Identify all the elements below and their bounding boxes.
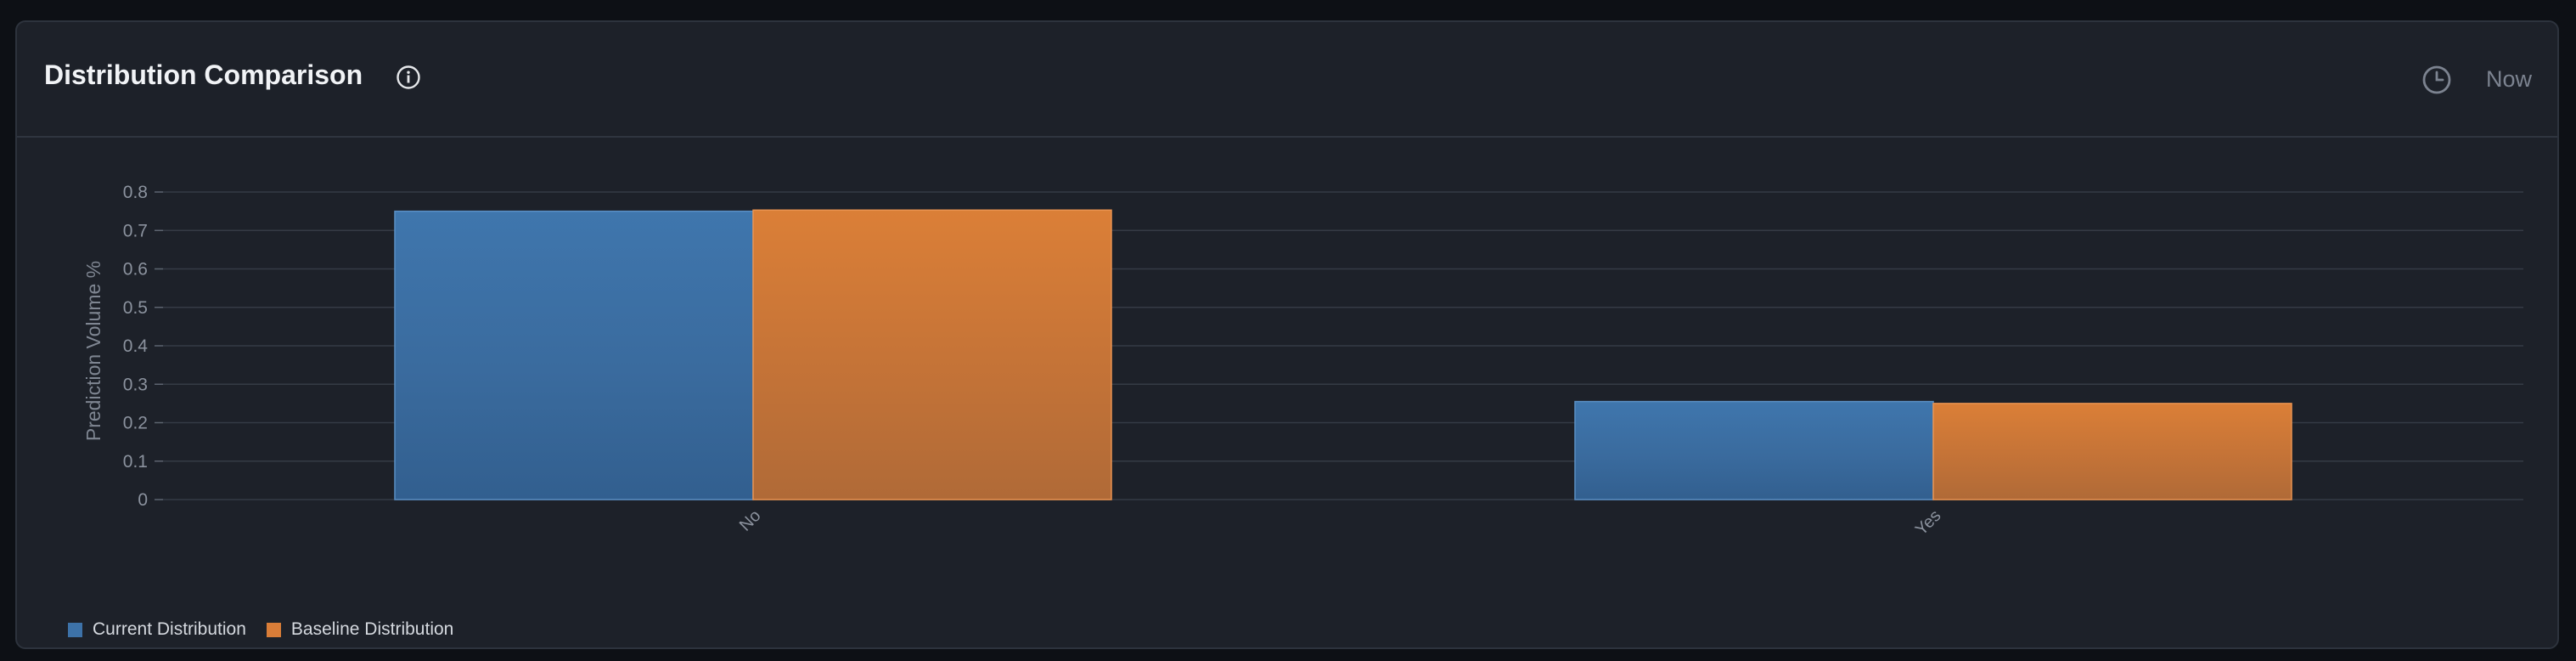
legend-item-baseline-distribution[interactable]: Baseline Distribution	[266, 619, 454, 640]
y-tick-label: 0.2	[123, 414, 148, 433]
legend-swatch	[266, 622, 281, 637]
y-tick-label: 0.6	[123, 260, 148, 280]
y-tick-label: 0.8	[123, 183, 148, 202]
time-label: Now	[2485, 66, 2532, 92]
legend-swatch	[68, 622, 82, 637]
x-tick-label: Yes	[1912, 506, 1945, 540]
y-tick-label: 0.7	[123, 221, 148, 240]
legend-label: Current Distribution	[93, 619, 246, 639]
y-axis-label: Prediction Volume %	[82, 261, 104, 441]
legend-item-current-distribution[interactable]: Current Distribution	[68, 619, 246, 640]
y-tick-label: 0.1	[123, 452, 148, 472]
info-icon[interactable]	[396, 65, 421, 90]
bar-yes-current-distribution[interactable]	[1574, 400, 1934, 500]
y-tick-label: 0.5	[123, 298, 148, 318]
bar-no-current-distribution[interactable]	[394, 210, 754, 500]
chart-title: Distribution Comparison	[44, 59, 363, 90]
bar-no-baseline-distribution[interactable]	[752, 209, 1112, 500]
y-tick-label: 0.3	[123, 375, 148, 394]
x-tick-label: No	[736, 506, 765, 535]
y-tick-label: 0.4	[123, 336, 149, 356]
clock-icon	[2422, 65, 2451, 94]
card-header: Distribution Comparison Now	[17, 22, 2557, 138]
chart-legend: Current Distribution Baseline Distributio…	[68, 619, 474, 641]
bar-yes-baseline-distribution[interactable]	[1932, 403, 2292, 500]
legend-label: Baseline Distribution	[290, 619, 454, 639]
distribution-comparison-card: Distribution Comparison Now	[15, 20, 2559, 649]
y-tick-label: 0	[138, 490, 148, 510]
bar-chart: 0 0.1 0.2 0.3 0.4 0.5 0.6 0.7 0.8 Prediction Volu…	[82, 183, 2523, 540]
